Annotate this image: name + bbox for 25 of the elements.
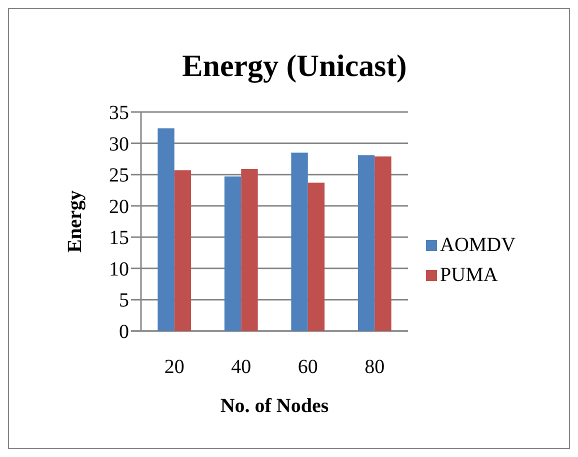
x-tick-label: 20 [164,356,184,378]
bar [241,168,258,331]
x-tick-label: 40 [231,356,252,378]
bar [291,152,308,331]
y-tick-label: 0 [119,321,129,343]
y-tick-label: 25 [109,164,129,187]
y-tick-label: 30 [109,133,129,156]
x-tick-label: 80 [364,356,385,378]
chart-title: Energy (Unicast) [182,48,407,83]
y-axis-title: Energy [64,190,86,253]
legend-label: PUMA [440,264,498,286]
bar [308,182,325,331]
y-tick-label: 10 [109,258,129,280]
y-tick-label: 5 [119,290,129,312]
bar [358,155,375,331]
y-tick-label: 35 [109,102,129,124]
bar [374,156,392,331]
x-axis-title: No. of Nodes [220,395,329,417]
bar [224,176,242,331]
legend-label: AOMDV [440,234,516,256]
y-tick-label: 20 [109,196,129,218]
bar [174,170,192,331]
bar [158,128,174,331]
y-tick-label: 15 [109,227,129,250]
x-tick-label: 60 [298,356,318,378]
